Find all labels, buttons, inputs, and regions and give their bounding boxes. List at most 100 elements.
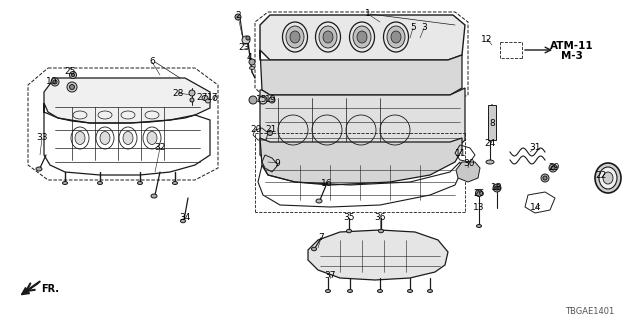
Text: TBGAE1401: TBGAE1401	[565, 307, 614, 316]
Text: 18: 18	[492, 183, 503, 193]
Bar	[488, 105, 496, 140]
Text: 2: 2	[235, 12, 241, 20]
Ellipse shape	[603, 172, 613, 184]
Polygon shape	[260, 50, 462, 95]
Circle shape	[67, 82, 77, 92]
Polygon shape	[260, 15, 465, 60]
Text: 10: 10	[46, 77, 58, 86]
Ellipse shape	[286, 26, 304, 48]
Ellipse shape	[323, 31, 333, 43]
Circle shape	[268, 131, 273, 135]
Text: 26: 26	[474, 188, 484, 197]
Ellipse shape	[100, 132, 110, 145]
Ellipse shape	[259, 96, 267, 104]
Circle shape	[541, 174, 549, 182]
Text: FR.: FR.	[41, 284, 59, 294]
Text: 11: 11	[455, 148, 467, 157]
Ellipse shape	[486, 160, 494, 164]
Text: 17: 17	[207, 93, 219, 102]
Ellipse shape	[348, 290, 353, 292]
Text: 4: 4	[246, 52, 252, 61]
Ellipse shape	[319, 26, 337, 48]
Polygon shape	[260, 138, 462, 185]
Circle shape	[249, 59, 255, 65]
Polygon shape	[456, 162, 480, 182]
Text: 6: 6	[149, 58, 155, 67]
Text: 7: 7	[318, 234, 324, 243]
Text: 24: 24	[484, 139, 495, 148]
Ellipse shape	[312, 247, 317, 251]
Text: 9: 9	[274, 158, 280, 167]
Text: 19: 19	[265, 95, 276, 105]
Text: ATM-11: ATM-11	[550, 41, 594, 51]
Ellipse shape	[151, 194, 157, 198]
Ellipse shape	[378, 290, 383, 292]
Text: 15: 15	[256, 95, 268, 105]
Text: 13: 13	[473, 204, 484, 212]
Ellipse shape	[269, 97, 275, 103]
Ellipse shape	[205, 99, 211, 103]
Circle shape	[551, 166, 555, 170]
Circle shape	[242, 36, 250, 44]
Ellipse shape	[353, 26, 371, 48]
Polygon shape	[260, 88, 465, 168]
Text: M-3: M-3	[561, 51, 583, 61]
Text: 29: 29	[548, 164, 560, 172]
Ellipse shape	[387, 26, 405, 48]
Text: 20: 20	[250, 125, 262, 134]
Ellipse shape	[391, 31, 401, 43]
Text: 35: 35	[343, 213, 355, 222]
Ellipse shape	[599, 167, 617, 189]
Ellipse shape	[316, 199, 322, 203]
Ellipse shape	[250, 67, 255, 69]
Text: 34: 34	[179, 213, 191, 222]
Circle shape	[493, 184, 501, 192]
Ellipse shape	[75, 132, 85, 145]
Ellipse shape	[290, 31, 300, 43]
Ellipse shape	[36, 167, 42, 171]
Ellipse shape	[97, 181, 102, 185]
Text: 12: 12	[481, 35, 493, 44]
Polygon shape	[44, 78, 210, 123]
Ellipse shape	[428, 290, 433, 292]
Text: 8: 8	[489, 118, 495, 127]
Ellipse shape	[595, 163, 621, 193]
Circle shape	[70, 71, 77, 78]
Circle shape	[51, 78, 59, 86]
Text: 5: 5	[410, 23, 416, 33]
Ellipse shape	[477, 225, 481, 228]
Ellipse shape	[408, 290, 413, 292]
Text: 28: 28	[172, 89, 184, 98]
Text: 30: 30	[463, 158, 475, 167]
Circle shape	[249, 96, 257, 104]
Ellipse shape	[63, 181, 67, 185]
Text: 1: 1	[365, 10, 371, 19]
Ellipse shape	[357, 31, 367, 43]
Text: 3: 3	[421, 23, 427, 33]
Ellipse shape	[123, 132, 133, 145]
Circle shape	[72, 74, 74, 76]
Ellipse shape	[378, 229, 383, 233]
Ellipse shape	[138, 181, 143, 185]
Text: 23: 23	[238, 44, 250, 52]
Circle shape	[543, 176, 547, 180]
Text: 16: 16	[321, 179, 333, 188]
Polygon shape	[308, 230, 448, 280]
Circle shape	[495, 186, 499, 190]
Text: 27: 27	[196, 93, 208, 102]
Text: 32: 32	[154, 143, 166, 153]
Circle shape	[549, 164, 557, 172]
Circle shape	[246, 36, 250, 40]
Circle shape	[235, 14, 241, 20]
Text: 14: 14	[531, 204, 541, 212]
Ellipse shape	[147, 132, 157, 145]
Text: 31: 31	[529, 143, 541, 153]
Circle shape	[190, 98, 194, 102]
Ellipse shape	[326, 290, 330, 292]
Ellipse shape	[173, 181, 177, 185]
Text: 37: 37	[324, 270, 336, 279]
Text: 25: 25	[64, 68, 76, 76]
Circle shape	[53, 80, 57, 84]
Text: 22: 22	[595, 171, 607, 180]
Ellipse shape	[202, 95, 208, 100]
